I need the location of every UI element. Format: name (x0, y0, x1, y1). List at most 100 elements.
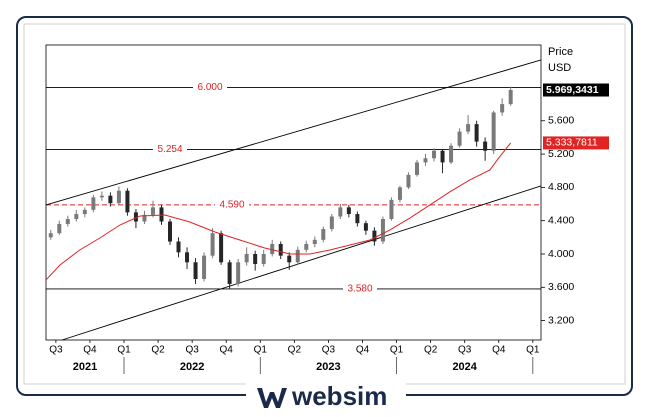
outer-frame (16, 16, 633, 396)
candle-body (457, 131, 462, 146)
x-tick-label: Q4 (356, 345, 370, 356)
year-label: 2023 (316, 361, 340, 373)
candle-body (142, 214, 147, 222)
year-label: 2024 (452, 361, 477, 373)
candle-body (295, 249, 300, 263)
candle-body (91, 197, 96, 210)
level-label-backdrop (215, 198, 249, 211)
y-tick-label: 3.600 (548, 281, 574, 293)
candle-body (423, 158, 428, 163)
candle-body (159, 207, 164, 222)
candle-body (253, 253, 258, 264)
x-tick-label: Q1 (390, 345, 404, 356)
candle-body (116, 190, 121, 204)
level-label: 6.000 (197, 82, 222, 93)
y-tick-label: 4.000 (548, 248, 574, 260)
logo-icon (257, 388, 287, 408)
y-axis-label: Price (548, 46, 573, 58)
y-tick-label: 5.600 (548, 115, 574, 127)
candle-body (168, 221, 173, 242)
candle-body (261, 253, 266, 264)
candle-body (363, 223, 368, 231)
candle-body (99, 195, 104, 198)
y-tick-label: 4.800 (548, 181, 574, 193)
last-price-box (543, 83, 609, 97)
candle-body (176, 241, 181, 253)
candle-body (466, 124, 471, 132)
x-tick-label: Q4 (83, 345, 97, 356)
x-tick-label: Q3 (49, 345, 63, 356)
x-tick-label: Q2 (424, 345, 438, 356)
candle-body (108, 195, 113, 204)
candle-body (48, 233, 53, 238)
year-label: 2021 (73, 361, 97, 373)
candle-body (244, 253, 249, 263)
candle-body (74, 214, 79, 220)
candle-body (210, 233, 215, 256)
level-label: 3.580 (347, 284, 372, 295)
candle-body (193, 262, 198, 279)
candle-body (397, 187, 402, 200)
candle-body (321, 229, 326, 240)
y-axis-unit: USD (548, 62, 571, 74)
x-tick-label: Q3 (185, 345, 199, 356)
candle-body (270, 243, 275, 254)
level-label: 5.254 (157, 144, 182, 155)
level-label-backdrop (343, 282, 377, 295)
candle-body (449, 145, 454, 163)
trend-line (45, 59, 542, 206)
plot-frame (45, 44, 542, 341)
x-tick-label: Q3 (322, 345, 336, 356)
y-tick-label: 4.400 (548, 214, 574, 226)
x-tick-label: Q3 (458, 345, 472, 356)
candle-body (500, 104, 505, 113)
candle-body (414, 162, 419, 175)
level-label: 4.590 (219, 200, 244, 211)
candle-body (278, 243, 283, 256)
x-tick-label: Q1 (254, 345, 268, 356)
candle-body (329, 216, 334, 230)
candle-body (389, 199, 394, 220)
x-tick-label: Q4 (492, 345, 506, 356)
candle-body (338, 207, 343, 217)
x-tick-label: Q4 (220, 345, 234, 356)
candle-body (57, 224, 62, 234)
candle-body (474, 124, 479, 142)
level-label-backdrop (153, 143, 187, 156)
candle-body (432, 150, 437, 159)
ma-value-box (543, 136, 609, 150)
candle-body (355, 214, 360, 224)
candle-body (202, 255, 207, 279)
candle-body (440, 150, 445, 163)
candle-body (508, 90, 513, 105)
candle-body (185, 252, 190, 263)
x-tick-label: Q2 (151, 345, 165, 356)
candle-body (312, 239, 317, 244)
candle-body (236, 262, 241, 284)
y-tick-label: 5.200 (548, 148, 574, 160)
logo: websim (246, 381, 406, 413)
candle-body (133, 212, 138, 222)
candle-body (380, 219, 385, 242)
level-label-backdrop (193, 81, 227, 94)
candle-body (65, 219, 70, 225)
candle-body (287, 255, 292, 263)
candle-body (227, 262, 232, 284)
x-tick-label: Q1 (117, 345, 131, 356)
candle-body (372, 230, 377, 242)
x-tick-label: Q2 (288, 345, 302, 356)
candle-body (150, 207, 155, 215)
x-tick-label: Q1 (526, 345, 540, 356)
ma-value-label: 5.333,7811 (546, 137, 598, 149)
candle-body (125, 190, 130, 213)
y-tick-label: 3.200 (548, 314, 574, 326)
candle-body (82, 209, 87, 215)
candle-body (304, 243, 309, 250)
candle-body (483, 141, 488, 151)
candle-body (219, 233, 224, 263)
candle-body (491, 112, 496, 151)
trend-line (61, 185, 542, 341)
logo-text: websim (291, 381, 387, 411)
year-label: 2022 (180, 361, 204, 373)
